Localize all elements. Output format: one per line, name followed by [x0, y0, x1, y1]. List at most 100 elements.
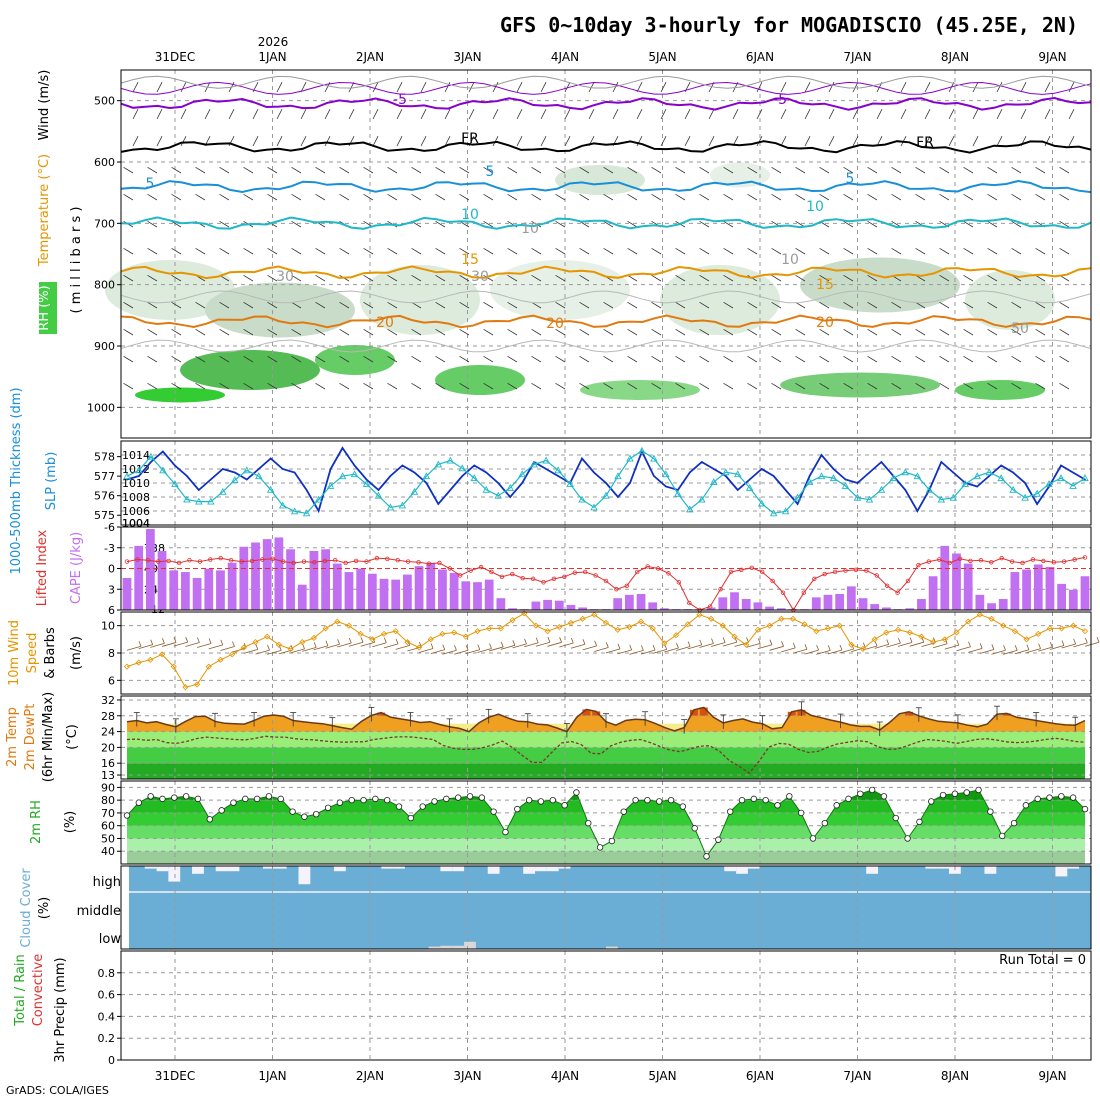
tick-label: 24	[101, 726, 115, 739]
wind-speed-point	[941, 636, 948, 643]
wind-barb	[161, 642, 177, 647]
wind-speed-point	[392, 628, 399, 635]
wind-barb	[395, 644, 410, 650]
wind-barb	[516, 109, 523, 120]
slp-point	[772, 475, 775, 477]
li-point	[468, 568, 473, 573]
wind-barb	[734, 642, 749, 647]
thickness-point	[195, 497, 203, 505]
cape-bar	[928, 576, 938, 610]
wind-barb	[1011, 355, 1022, 363]
date-label: 2JAN	[356, 1069, 384, 1083]
wind-barb	[512, 643, 527, 649]
cape-bar	[1022, 569, 1031, 610]
rh-point	[1058, 793, 1065, 800]
contour-label: 30	[471, 269, 489, 285]
wind-barb	[555, 382, 566, 390]
wind-barb	[1059, 220, 1070, 228]
wind-speed-point	[649, 625, 656, 632]
cape-bar	[1068, 589, 1078, 610]
wind-speed-point	[158, 651, 166, 658]
wind-barb	[1073, 642, 1088, 648]
thickness-point	[1081, 474, 1089, 482]
wind-barb	[651, 193, 662, 201]
axis-label: Temperature (°C)	[37, 154, 52, 267]
rh-point	[182, 793, 190, 800]
year-label: 2026	[258, 35, 289, 49]
wind-barb	[267, 247, 278, 255]
wind-barb	[795, 193, 806, 201]
wind-barb	[603, 220, 614, 228]
rh-line	[126, 789, 1086, 858]
wind-barb	[383, 643, 399, 649]
cloud-high-gap	[192, 866, 204, 874]
wind-speed-point	[567, 619, 575, 626]
li-point	[780, 590, 786, 595]
wind-speed-point	[883, 629, 890, 636]
slp-point	[1024, 482, 1026, 484]
cloud-high-gap	[156, 866, 169, 872]
wind-barb	[290, 648, 305, 654]
isotherm-line	[120, 179, 1092, 194]
cape-bar	[274, 537, 284, 610]
wind-barb	[627, 247, 638, 255]
wind-barb	[219, 328, 230, 336]
wind-barb	[220, 639, 224, 646]
wind-barb	[180, 109, 187, 120]
wind-barb	[459, 274, 470, 282]
wind-barb	[828, 136, 835, 147]
cloud-low-bar	[440, 945, 453, 949]
wind-barb	[516, 136, 523, 147]
tick-label: 20	[101, 741, 115, 754]
wind-barb	[477, 644, 481, 650]
axis-label: 2m RH	[29, 800, 44, 844]
wind-barb	[867, 382, 878, 390]
wind-barb	[948, 136, 955, 147]
wind-barb	[771, 274, 782, 282]
wind-barb	[757, 644, 772, 650]
li-point	[843, 568, 848, 573]
cape-bar	[1033, 564, 1043, 610]
tick-label: 0.4	[98, 1010, 116, 1023]
thickness-point	[183, 495, 191, 503]
wind-barb	[603, 193, 614, 201]
slp-point	[210, 478, 212, 481]
slp-point	[425, 482, 428, 484]
wind-barb	[150, 639, 154, 645]
wind-barb	[302, 643, 305, 650]
wind-speed-point	[965, 618, 972, 625]
wind-barb	[603, 328, 614, 336]
wind-barb	[771, 166, 782, 174]
slp-point	[844, 478, 847, 481]
wind-barb	[795, 355, 806, 363]
cape-bar	[624, 594, 634, 610]
wind-barb	[747, 247, 758, 255]
wind-barb	[963, 247, 974, 255]
wind-barb	[675, 328, 686, 336]
wind-barb	[722, 637, 726, 643]
wind-barb	[617, 643, 621, 650]
slp-point	[545, 468, 547, 470]
temp-hot	[787, 711, 796, 716]
slp-point	[317, 510, 320, 512]
li-point	[437, 560, 442, 566]
wind-speed-point	[451, 629, 458, 636]
wind-barb	[220, 646, 235, 651]
wind-barb	[531, 166, 542, 174]
wind-barb	[243, 166, 254, 174]
wind-barb	[839, 648, 854, 654]
thickness-point	[1057, 474, 1065, 482]
wind-barb	[771, 382, 782, 390]
wind-barb	[454, 649, 469, 655]
cape-bar	[508, 608, 517, 610]
wind-barb	[171, 355, 182, 363]
wind-barb	[1068, 136, 1075, 147]
rh-point	[277, 795, 284, 803]
wind-barb	[1035, 355, 1046, 363]
wind-barb	[387, 355, 398, 363]
wind-barb	[123, 301, 134, 309]
wind-barb	[915, 301, 926, 309]
wind-speed-point	[275, 641, 282, 648]
li-point	[582, 569, 588, 575]
rh-point	[147, 793, 154, 800]
